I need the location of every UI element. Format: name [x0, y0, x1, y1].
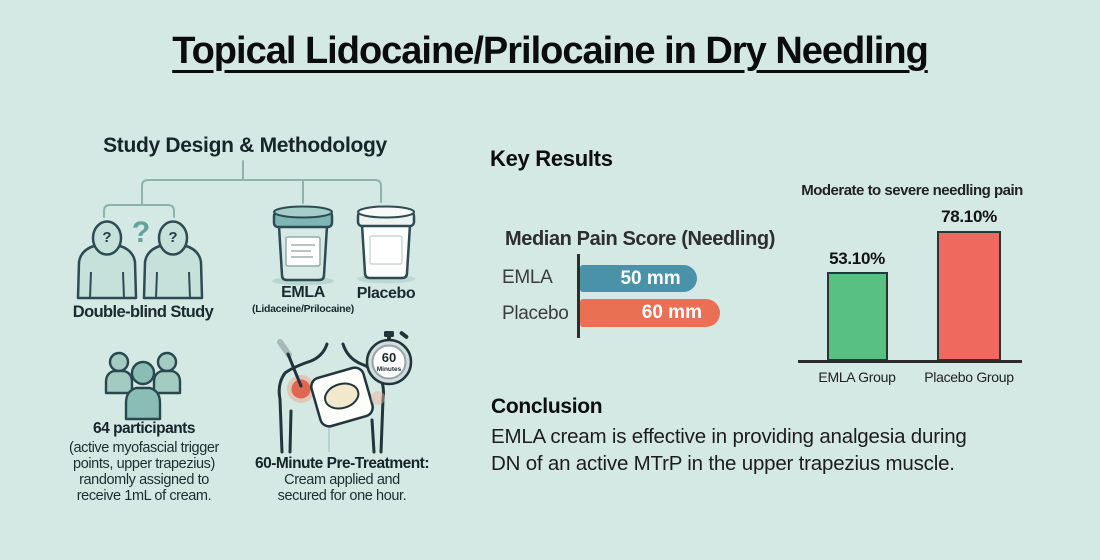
needle-icon: [277, 339, 303, 388]
pain-score-bar-emla: 50 mm: [580, 265, 697, 292]
placebo-jar-shadow: [357, 274, 415, 284]
emla-jar-icon: [272, 205, 334, 282]
value-label-emla-group: 53.10%: [829, 249, 885, 268]
value-label-placebo-group: 78.10%: [941, 207, 997, 226]
bar-chart-baseline: [798, 360, 1022, 363]
pain-score-row-label-emla: EMLA: [502, 267, 553, 288]
category-label-placebo-group: Placebo Group: [924, 369, 1014, 385]
double-blind-label: Double-blind Study: [72, 303, 214, 321]
stopwatch-unit: Minutes: [376, 366, 402, 373]
pretreatment-illustration: [277, 331, 413, 454]
participants-line-1: (active myofascial trigger: [69, 440, 219, 456]
participants-group-icon: [104, 351, 182, 421]
cream-patch-icon: [310, 366, 374, 428]
key-results-heading: Key Results: [490, 146, 613, 171]
shoulder-outline: [277, 342, 385, 454]
stopwatch-value: 60: [381, 350, 397, 365]
conclusion-line-2: DN of an active MTrP in the upper trapez…: [491, 452, 955, 475]
pain-score-chart-title: Median Pain Score (Needling): [505, 228, 775, 250]
question-mark-big: ?: [131, 216, 151, 249]
participants-line-4: receive 1mL of cream.: [76, 488, 212, 504]
participants-headline: 64 participants: [93, 420, 195, 437]
pretreatment-line-1: Cream applied and: [284, 472, 400, 488]
cream-jars-icon: [272, 205, 416, 286]
pain-score-bar-placebo: 60 mm: [580, 299, 720, 327]
category-label-emla-group: EMLA Group: [818, 369, 896, 385]
conclusion-line-1: EMLA cream is effective in providing ana…: [491, 425, 967, 448]
pretreatment-headline: 60-Minute Pre-Treatment:: [254, 455, 430, 472]
question-mark-figure1: ?: [102, 229, 112, 246]
pain-score-row-label-placebo: Placebo: [502, 303, 569, 324]
trigger-point-halo: [287, 375, 315, 403]
pain-score-axis: [577, 254, 580, 338]
participants-line-3: randomly assigned to: [79, 472, 209, 488]
emla-jar-label: EMLA: [281, 284, 325, 301]
needling-pain-chart-title: Moderate to severe needling pain: [801, 182, 1023, 199]
question-mark-figure2: ?: [168, 229, 178, 246]
study-tree-connector: [103, 160, 382, 218]
placebo-jar-icon: [356, 205, 416, 280]
secondary-spot: [371, 391, 385, 405]
placebo-jar-label: Placebo: [356, 285, 416, 302]
bar-emla-group: [827, 272, 888, 361]
bar-placebo-group: [937, 230, 1001, 361]
pretreatment-line-2: secured for one hour.: [277, 488, 407, 504]
participants-line-2: points, upper trapezius): [73, 456, 215, 472]
study-design-heading: Study Design & Methodology: [103, 134, 387, 157]
trigger-point-dot: [291, 379, 311, 399]
conclusion-heading: Conclusion: [491, 395, 603, 418]
page-title: Topical Lidocaine/Prilocaine in Dry Need…: [172, 30, 929, 72]
emla-jar-sublabel: (Lidaceine/Prilocaine): [252, 303, 354, 315]
